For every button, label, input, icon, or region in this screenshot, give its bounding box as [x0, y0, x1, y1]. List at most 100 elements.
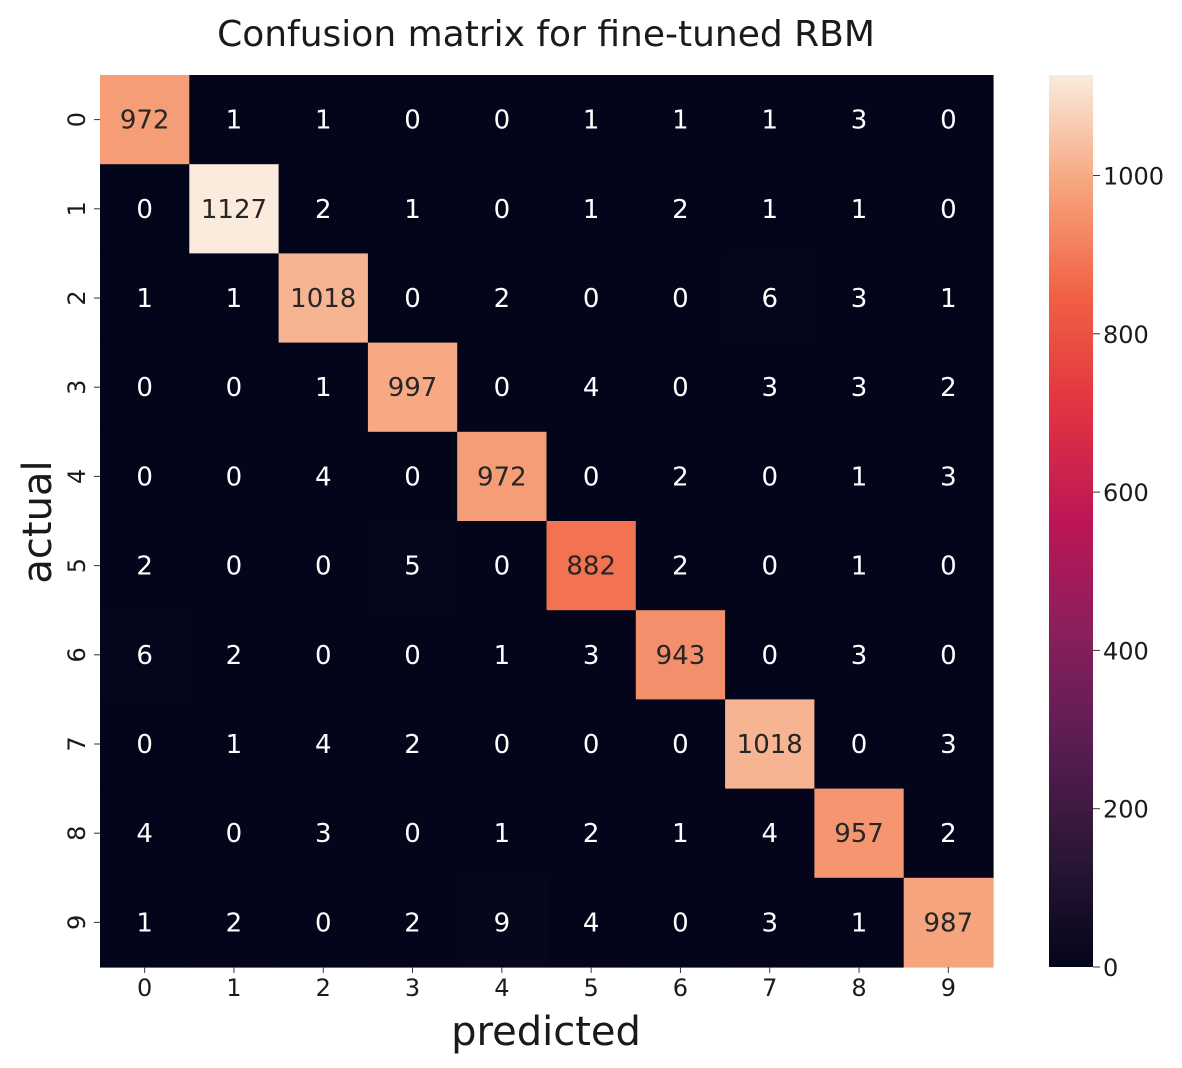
heatmap-cell: [903, 164, 994, 254]
heatmap-cell: [725, 75, 815, 165]
heatmap-cell: [457, 610, 548, 700]
heatmap-cell: [100, 253, 190, 344]
heatmap-cell: [903, 877, 994, 968]
heatmap-cell: [189, 253, 280, 344]
heatmap-cell: [457, 75, 548, 165]
cell-value-label: 1: [404, 195, 421, 225]
cell-value-label: 1: [226, 284, 243, 314]
cell-value-label: 0: [583, 462, 600, 492]
cell-value-label: 0: [494, 195, 511, 225]
heatmap-cell: [100, 788, 190, 879]
heatmap-cell: [100, 431, 190, 522]
heatmap-cell: [278, 788, 369, 879]
colorbar-tick-label: 200: [1103, 796, 1149, 824]
cell-value-label: 1: [583, 195, 600, 225]
heatmap-cell: [457, 877, 548, 968]
cell-value-label: 0: [226, 462, 243, 492]
heatmap-cell: [546, 877, 637, 968]
cell-value-label: 0: [940, 641, 957, 671]
heatmap-cell: [367, 521, 458, 611]
cell-value-label: 3: [940, 730, 957, 760]
heatmap-cell: [367, 788, 458, 879]
heatmap-cell: [725, 788, 815, 879]
heatmap-cells: [100, 75, 994, 968]
colorbar-ticks: 0 200 400 600 800 1000: [1093, 163, 1164, 982]
cell-value-label: 0: [136, 373, 153, 403]
heatmap-cell: [725, 610, 815, 700]
y-tick-label: 3: [63, 380, 91, 395]
cell-value-label: 4: [761, 819, 778, 849]
x-axis-ticks: 0 1 2 3 4 5 6 7 8 9: [137, 967, 956, 1002]
cell-value-label: 0: [494, 730, 511, 760]
cell-value-label: 1: [851, 195, 868, 225]
cell-value-label: 0: [761, 552, 778, 582]
y-axis-label: actual: [15, 460, 61, 583]
cell-value-label: 0: [404, 284, 421, 314]
heatmap-cell: [814, 342, 905, 433]
cell-value-label: 1: [136, 908, 153, 938]
chart-title: Confusion matrix for fine-tuned RBM: [217, 14, 875, 55]
heatmap-cell: [725, 342, 815, 433]
heatmap-cell: [278, 610, 369, 700]
cell-value-label: 0: [226, 373, 243, 403]
heatmap-cell: [367, 431, 458, 522]
cell-value-label: 2: [583, 819, 600, 849]
x-tick-label: 0: [137, 974, 152, 1002]
x-tick-label: 3: [405, 974, 420, 1002]
heatmap-cell: [725, 164, 815, 254]
y-tick-label: 9: [63, 915, 91, 930]
heatmap-cell: [189, 521, 280, 611]
cell-value-label: 5: [404, 552, 421, 582]
heatmap-cell: [546, 253, 637, 344]
heatmap-cell: [814, 699, 905, 790]
heatmap-cell: [278, 342, 369, 433]
heatmap-cell: [546, 610, 637, 700]
y-tick-label: 8: [63, 826, 91, 841]
heatmap-cell: [814, 610, 905, 700]
heatmap-cell: [367, 253, 458, 344]
heatmap-cell: [635, 342, 726, 433]
cell-value-label: 1: [226, 106, 243, 136]
colorbar-tick-label: 600: [1103, 479, 1149, 507]
cell-value-label: 0: [583, 284, 600, 314]
cell-value-label: 0: [226, 552, 243, 582]
colorbar-tick-label: 800: [1103, 321, 1149, 349]
cell-value-label: 2: [672, 462, 689, 492]
cell-value-label: 0: [672, 373, 689, 403]
heatmap-cell: [367, 164, 458, 254]
heatmap-cell: [635, 788, 726, 879]
cell-value-label: 0: [672, 908, 689, 938]
heatmap-cell: [546, 699, 637, 790]
heatmap-cell: [457, 521, 548, 611]
cell-value-label: 3: [940, 462, 957, 492]
heatmap-cell: [367, 877, 458, 968]
cell-value-label: 1: [494, 641, 511, 671]
cell-value-label: 0: [136, 730, 153, 760]
colorbar-tick-label: 400: [1103, 637, 1149, 665]
cell-value-label: 1018: [290, 284, 356, 314]
colorbar-tick-label: 0: [1103, 954, 1118, 982]
heatmap-cell: [457, 431, 548, 522]
heatmap-cell: [189, 164, 280, 254]
cell-value-label: 3: [851, 641, 868, 671]
cell-value-label: 0: [761, 641, 778, 671]
heatmap-cell: [903, 610, 994, 700]
cell-value-label: 1: [315, 373, 332, 403]
heatmap-cell: [100, 342, 190, 433]
heatmap-cell: [189, 75, 280, 165]
heatmap-cell: [278, 699, 369, 790]
cell-value-label: 2: [940, 819, 957, 849]
y-tick-label: 0: [63, 112, 91, 127]
cell-value-label: 1: [851, 552, 868, 582]
cell-value-label: 957: [834, 819, 884, 849]
cell-value-label: 972: [120, 106, 170, 136]
heatmap-cell: [457, 253, 548, 344]
heatmap-cell: [903, 342, 994, 433]
cell-value-label: 0: [940, 552, 957, 582]
heatmap-cell: [100, 164, 190, 254]
heatmap-cell: [903, 699, 994, 790]
cell-value-label: 1: [226, 730, 243, 760]
heatmap-cell: [635, 164, 726, 254]
heatmap-cell: [457, 788, 548, 879]
cell-value-label: 4: [136, 819, 153, 849]
